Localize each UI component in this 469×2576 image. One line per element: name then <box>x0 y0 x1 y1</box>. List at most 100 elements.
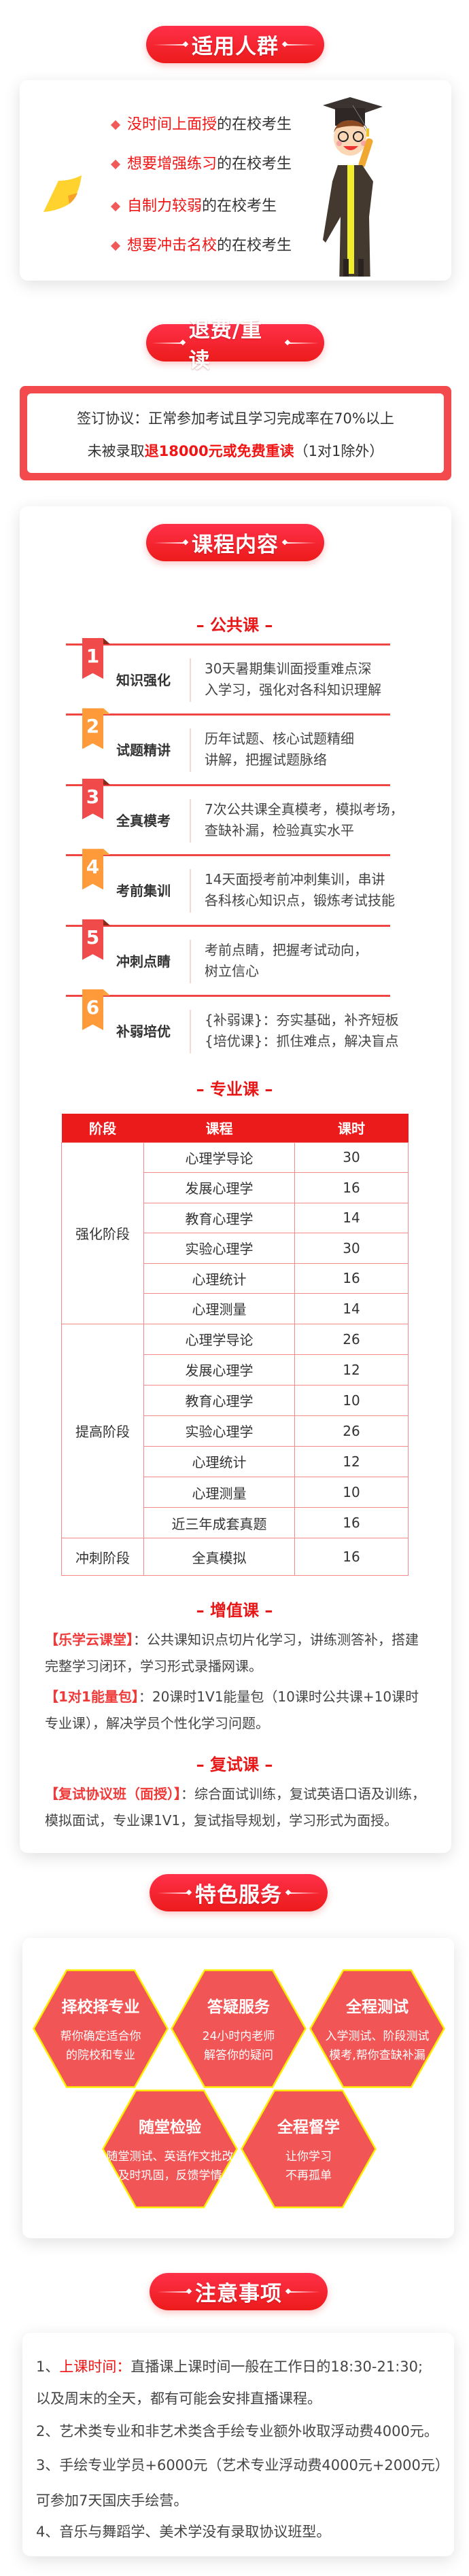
note-line: 3、手绘专业学员+6000元（艺术专业浮动费4000元+2000元） <box>36 2454 449 2475</box>
divider-left <box>154 43 186 46</box>
course-item-name: 补弱培优 <box>116 1023 171 1040</box>
course-cell: 实验心理学 <box>143 1233 295 1264</box>
table-row: 强化阶段 心理学导论 30 <box>61 1142 409 1324</box>
note-line: 4、音乐与舞蹈学、美术学没有录取协议班型。 <box>36 2521 330 2541</box>
paper-decoration-icon <box>44 175 82 212</box>
ribbon-fold <box>103 989 110 995</box>
paragraph-text: ：公共课知识点切片化学习，讲练测答补，搭建完整学习闭环，学习形式录播网课。 <box>45 1631 419 1674</box>
divider-right <box>288 2291 320 2293</box>
desc-line: 查缺补漏，检验真实水平 <box>205 822 354 839</box>
vertical-divider <box>190 728 191 773</box>
divider-left <box>154 542 186 544</box>
hours-cell: 16 <box>294 1172 409 1203</box>
hours-cell: 26 <box>294 1415 409 1447</box>
course-item-name: 全真模考 <box>116 812 171 829</box>
hours-cell: 14 <box>294 1202 409 1233</box>
hours-cell: 16 <box>294 1263 409 1294</box>
note-text: 以及周末的全天，都有可能会安排直播课程。 <box>36 2390 322 2407</box>
hours-cell: 10 <box>294 1384 409 1416</box>
desc-line: 30天暑期集训面授重难点深 <box>205 660 372 677</box>
course-divider-line <box>66 854 390 857</box>
stage-cell: 强化阶段 <box>61 1142 144 1324</box>
course-item-desc: 历年试题、核心试题精细 讲解，把握试题脉络 <box>205 728 354 771</box>
course-cell: 发展心理学 <box>143 1354 295 1386</box>
course-item-name: 知识强化 <box>116 672 171 688</box>
desc-line: 7次公共课全真模考，模拟考场， <box>205 800 404 817</box>
ribbon-fold <box>103 849 110 855</box>
note-text: 4、音乐与舞蹈学、美术学没有录取协议班型。 <box>36 2524 331 2540</box>
course-cell: 近三年成套真题 <box>143 1507 295 1539</box>
refund-highlight: 退18000元或免费重读 <box>144 443 294 459</box>
service-title: 答疑服务 <box>207 1998 270 2016</box>
hours-cell: 26 <box>294 1323 409 1355</box>
divider-right <box>288 1892 320 1894</box>
desc-line: {补弱课}：夯实基础，补齐短板 <box>205 1012 399 1028</box>
diamond-bullet-icon <box>110 201 121 212</box>
ribbon-fold <box>103 708 110 715</box>
course-cell: 教育心理学 <box>143 1384 295 1416</box>
course-cell: 心理学导论 <box>143 1142 295 1173</box>
audience-highlight: 想要增强练习 <box>127 156 218 173</box>
desc-line: {培优课}：抓住难点，解决盲点 <box>205 1033 399 1049</box>
hexagon-shape <box>102 2089 238 2208</box>
course-cell: 心理学导论 <box>143 1323 295 1355</box>
table-row: 教育心理学 14 <box>62 1202 409 1233</box>
desc-line: 考前点睛，把握考试动向， <box>205 941 368 958</box>
hours-cell: 30 <box>294 1142 409 1173</box>
table-header-row: 阶段 课程 课时 <box>61 1114 409 1142</box>
service-hexagon: 择校择专业 帮你确定适合你 的院校和专业 <box>33 1969 169 2088</box>
ribbon-fold <box>103 778 110 785</box>
course-paragraph: 【乐学云课堂】：公共课知识点切片化学习，讲练测答补，搭建完整学习闭环，学习形式录… <box>45 1627 429 1680</box>
section-title-notes: 注意事项 <box>150 2273 328 2310</box>
course-paragraph: 【复试协议班（面授）】：综合面试训练，复试英语口语及训练，模拟面试，专业课1V1… <box>45 1781 429 1834</box>
audience-highlight: 没时间上面授 <box>127 116 218 133</box>
service-title: 随堂检验 <box>139 2119 201 2136</box>
table-row: 心理测量 10 <box>62 1476 409 1508</box>
paragraph-tag: 【复试协议班（面授）】 <box>45 1786 181 1802</box>
vertical-divider <box>190 869 191 913</box>
course-cell: 心理测量 <box>143 1476 295 1508</box>
ribbon-fold <box>103 638 110 644</box>
note-text: 可参加7天国庆手绘营。 <box>36 2492 188 2509</box>
stage-cell: 提高阶段 <box>61 1323 144 1539</box>
stage-cell: 冲刺阶段 <box>61 1538 144 1576</box>
note-line: 可参加7天国庆手绘营。 <box>36 2490 188 2510</box>
diamond-bullet-icon <box>110 120 121 130</box>
divider-left <box>157 1892 190 1894</box>
vertical-divider <box>190 798 191 843</box>
column-header: 阶段 <box>61 1114 144 1142</box>
service-desc: 让你学习 <box>285 2150 332 2164</box>
divider-left <box>157 2291 190 2293</box>
course-item-desc: 7次公共课全真模考，模拟考场， 查缺补漏，检验真实水平 <box>205 799 404 841</box>
audience-rest: 的在校考生 <box>202 198 277 215</box>
audience-item: 自制力较弱的在校考生 <box>110 194 277 215</box>
note-line: 以及周末的全天，都有可能会安排直播课程。 <box>36 2388 322 2408</box>
note-text: 2、艺术类专业和非艺术类含手绘专业额外收取浮动费4000元。 <box>36 2423 438 2439</box>
section-title-course: 课程内容 <box>146 524 324 561</box>
course-cell: 心理统计 <box>143 1263 295 1294</box>
table-row: 发展心理学 12 <box>62 1354 409 1386</box>
course-item-name: 冲刺点睛 <box>116 953 171 970</box>
number-ribbon: 4 <box>82 849 103 890</box>
hours-cell: 14 <box>294 1293 409 1324</box>
table-row: 实验心理学 30 <box>62 1233 409 1264</box>
audience-highlight: 自制力较弱 <box>127 198 203 215</box>
vertical-divider <box>190 658 191 702</box>
course-divider-line <box>66 783 390 786</box>
audience-item: 没时间上面授的在校考生 <box>110 112 292 134</box>
course-cell: 发展心理学 <box>143 1172 295 1203</box>
divider-right <box>284 43 317 46</box>
desc-line: 各科核心知识点，锻炼考试技能 <box>205 892 395 909</box>
hours-cell: 16 <box>294 1507 409 1539</box>
retest-heading: – 复试课 – <box>196 1755 273 1774</box>
audience-card <box>20 80 451 281</box>
ribbon-fold <box>103 919 110 925</box>
hexagon-shape <box>241 2089 377 2208</box>
desc-line: 历年试题、核心试题精细 <box>205 730 354 747</box>
section-title-audience: 适用人群 <box>146 26 324 63</box>
hours-cell: 12 <box>294 1354 409 1386</box>
desc-line: 入学习，强化对各科知识理解 <box>205 682 381 698</box>
service-title: 择校择专业 <box>61 1998 140 2016</box>
note-line: 1、上课时间：直播课上课时间一般在工作日的18:30-21:30; <box>36 2356 423 2376</box>
service-title: 全程督学 <box>277 2119 340 2136</box>
